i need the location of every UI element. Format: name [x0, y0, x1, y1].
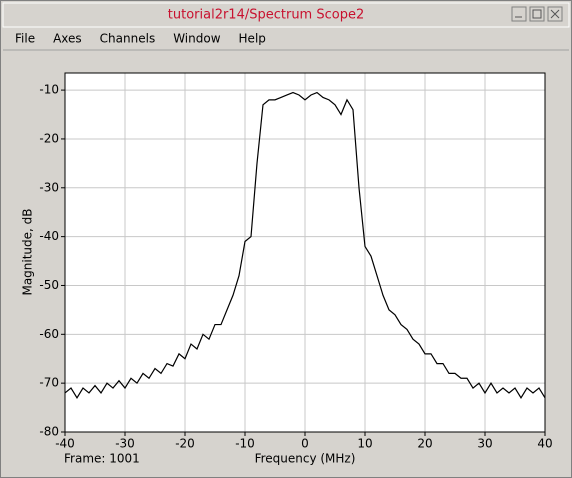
- y-tick-label: -20: [39, 131, 59, 145]
- y-tick-label: -80: [39, 425, 59, 439]
- x-tick-label: 10: [357, 437, 372, 451]
- y-tick-label: -40: [39, 229, 59, 243]
- title-bar: [2, 2, 570, 28]
- minimize-button[interactable]: [511, 6, 527, 22]
- menu-item[interactable]: File: [15, 32, 35, 46]
- window-buttons: [511, 6, 563, 22]
- close-icon: [550, 9, 560, 19]
- y-tick-label: -60: [39, 327, 59, 341]
- x-tick-label: -10: [235, 437, 255, 451]
- x-tick-label: 0: [301, 437, 309, 451]
- maximize-icon: [532, 9, 542, 19]
- x-tick-label: 40: [537, 437, 552, 451]
- axes-box: [64, 72, 546, 433]
- status-text: Frame: 1001: [64, 452, 140, 466]
- menu-bar: File Axes Channels Window Help: [15, 32, 266, 46]
- y-tick-label: -70: [39, 376, 59, 390]
- maximize-button[interactable]: [529, 6, 545, 22]
- menu-item[interactable]: Window: [173, 32, 221, 46]
- y-tick-label: -50: [39, 278, 59, 292]
- window-title: tutorial2r14/Spectrum Scope2: [168, 8, 364, 23]
- menu-item[interactable]: Help: [239, 32, 266, 46]
- x-axis-label: Frequency (MHz): [255, 452, 356, 466]
- y-tick-label: -10: [39, 83, 59, 97]
- x-tick-label: 20: [417, 437, 432, 451]
- x-tick-label: 30: [477, 437, 492, 451]
- chart: -40 -30 -20 -10 0 10 20 30 40 -10 -20 -30 -40 -50 -60 -…: [39, 72, 553, 451]
- y-tick-label: -30: [39, 180, 59, 194]
- menu-item[interactable]: Axes: [53, 32, 82, 46]
- y-axis-label: Magnitude, dB: [21, 208, 35, 295]
- x-tick-label: -20: [175, 437, 195, 451]
- x-tick-label: -40: [55, 437, 75, 451]
- spectrum-line: [64, 91, 546, 399]
- menu-item[interactable]: Channels: [100, 32, 156, 46]
- x-tick-label: -30: [115, 437, 135, 451]
